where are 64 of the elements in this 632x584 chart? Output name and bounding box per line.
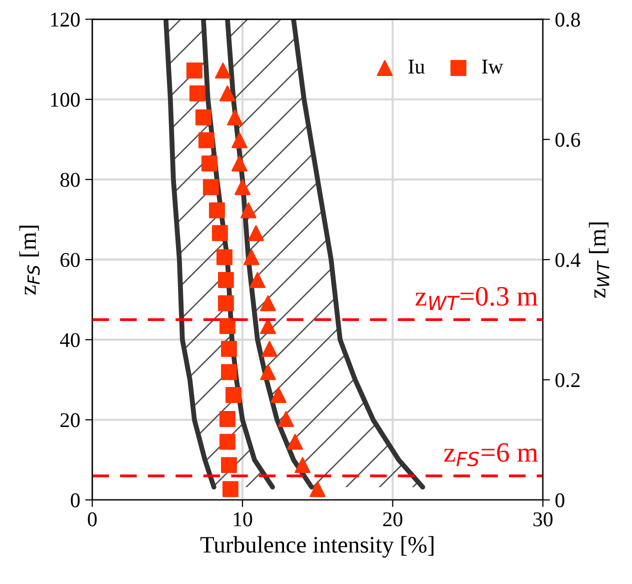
y-tick-label: 120: [51, 12, 80, 27]
y-tick-label: 80: [60, 172, 80, 187]
point: [231, 155, 248, 172]
y2-tick-label: 0.6: [555, 132, 580, 147]
point: [231, 132, 248, 148]
point: [208, 202, 225, 218]
y-axis-title: z$_{FS}$ [m]: [19, 226, 40, 295]
point: [250, 272, 266, 288]
point: [202, 179, 219, 196]
point: [270, 386, 287, 403]
legend-label: Iu: [408, 60, 425, 74]
x-tick-label: 20: [383, 512, 402, 526]
x-tick-label: 10: [234, 512, 252, 526]
y2-axis-title: z$_{WT}$ [m]: [588, 222, 610, 298]
point: [219, 411, 236, 427]
legend-label: Iw: [482, 60, 504, 74]
point: [234, 179, 250, 196]
point: [226, 109, 243, 126]
point: [262, 340, 278, 357]
x-tick-label: 30: [533, 512, 553, 526]
point: [216, 249, 232, 266]
point: [219, 434, 236, 450]
y-tick-label: 40: [60, 333, 80, 348]
point: [218, 295, 234, 312]
y-tick-label: 0: [70, 493, 80, 508]
point: [287, 434, 304, 450]
point: [248, 225, 264, 242]
x-axis-title: Turbulence intensity [%]: [200, 536, 434, 558]
point: [260, 364, 276, 380]
y2-tick-label: 0.4: [555, 252, 580, 268]
point: [186, 62, 202, 79]
point: [244, 249, 260, 266]
line-series: [200, 19, 275, 490]
point: [225, 386, 242, 403]
y-tick-label: 20: [60, 413, 80, 428]
point: [222, 481, 238, 498]
point: [214, 62, 231, 79]
ref-line-label: z$_{FS}$=6 m: [444, 443, 538, 466]
point: [219, 85, 236, 102]
point: [220, 340, 237, 357]
y-tick-label: 60: [60, 252, 80, 268]
point: [278, 411, 294, 427]
ref-line-label: z$_{WT}$=0.3 m: [416, 286, 538, 310]
point: [220, 364, 237, 380]
point: [240, 202, 256, 218]
y2-tick-label: 0: [555, 493, 564, 508]
point: [201, 155, 218, 172]
point: [198, 132, 214, 148]
point: [219, 318, 236, 334]
point: [310, 481, 326, 498]
point: [260, 318, 276, 334]
point: [212, 225, 228, 242]
line-series: [163, 19, 216, 490]
y2-tick-label: 0.8: [555, 12, 580, 27]
point: [195, 109, 212, 126]
y-tick-label: 100: [51, 92, 80, 107]
point: [189, 85, 206, 102]
y2-tick-label: 0.2: [555, 373, 580, 388]
point: [218, 272, 234, 288]
point: [220, 457, 237, 474]
point: [260, 295, 276, 312]
point: [294, 457, 311, 474]
x-tick-label: 0: [88, 512, 97, 526]
line-series: [291, 19, 426, 490]
